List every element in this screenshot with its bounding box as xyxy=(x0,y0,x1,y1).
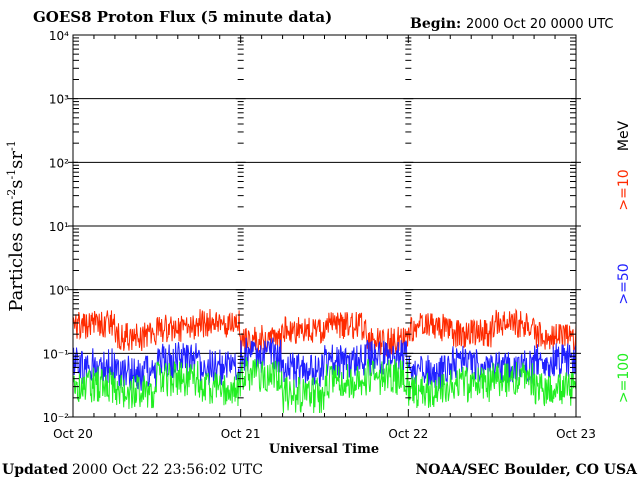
x-tick-label: Oct 22 xyxy=(388,427,428,441)
x-axis-label: Universal Time xyxy=(269,442,379,457)
y-tick-labels: 10⁻² 10⁻¹ 10⁰ 10¹ 10² 10³ 10⁴ xyxy=(43,29,70,425)
legend-ge50: >=50 xyxy=(616,263,632,304)
series-line-0 xyxy=(72,308,577,358)
series-line-2 xyxy=(72,357,577,414)
y-tick-label: 10³ xyxy=(49,93,69,107)
y-tick-label: 10⁻² xyxy=(43,411,70,425)
y-tick-label: 10¹ xyxy=(49,220,69,234)
x-tick-label: Oct 21 xyxy=(221,427,261,441)
updated-value: 2000 Oct 22 23:56:02 UTC xyxy=(72,462,263,478)
x-tick-labels: Oct 20 Oct 21 Oct 22 Oct 23 xyxy=(53,427,596,441)
y-tick-label: 10² xyxy=(49,156,69,170)
series-layer xyxy=(72,308,577,414)
y-tick-label: 10⁰ xyxy=(49,284,69,298)
x-tick-label: Oct 20 xyxy=(53,427,93,441)
y-tick-label: 10⁴ xyxy=(49,29,69,43)
legend-ge100: >=100 xyxy=(616,353,632,403)
begin-label: Begin: xyxy=(410,16,461,32)
legend-unit: MeV xyxy=(616,120,632,151)
begin-value: 2000 Oct 20 0000 UTC xyxy=(466,17,614,32)
chart-title: GOES8 Proton Flux (5 minute data) xyxy=(33,8,332,26)
y-tick-label: 10⁻¹ xyxy=(43,347,70,361)
x-tick-label: Oct 23 xyxy=(556,427,596,441)
grid-lines xyxy=(73,98,576,354)
y-axis-label: Particles cm-2s-1sr-1 xyxy=(5,140,27,311)
legend-ge10: >=10 xyxy=(616,169,632,210)
updated-label: Updated xyxy=(2,462,68,478)
credit-text: NOAA/SEC Boulder, CO USA xyxy=(416,462,639,478)
minor-ticks xyxy=(68,35,581,418)
